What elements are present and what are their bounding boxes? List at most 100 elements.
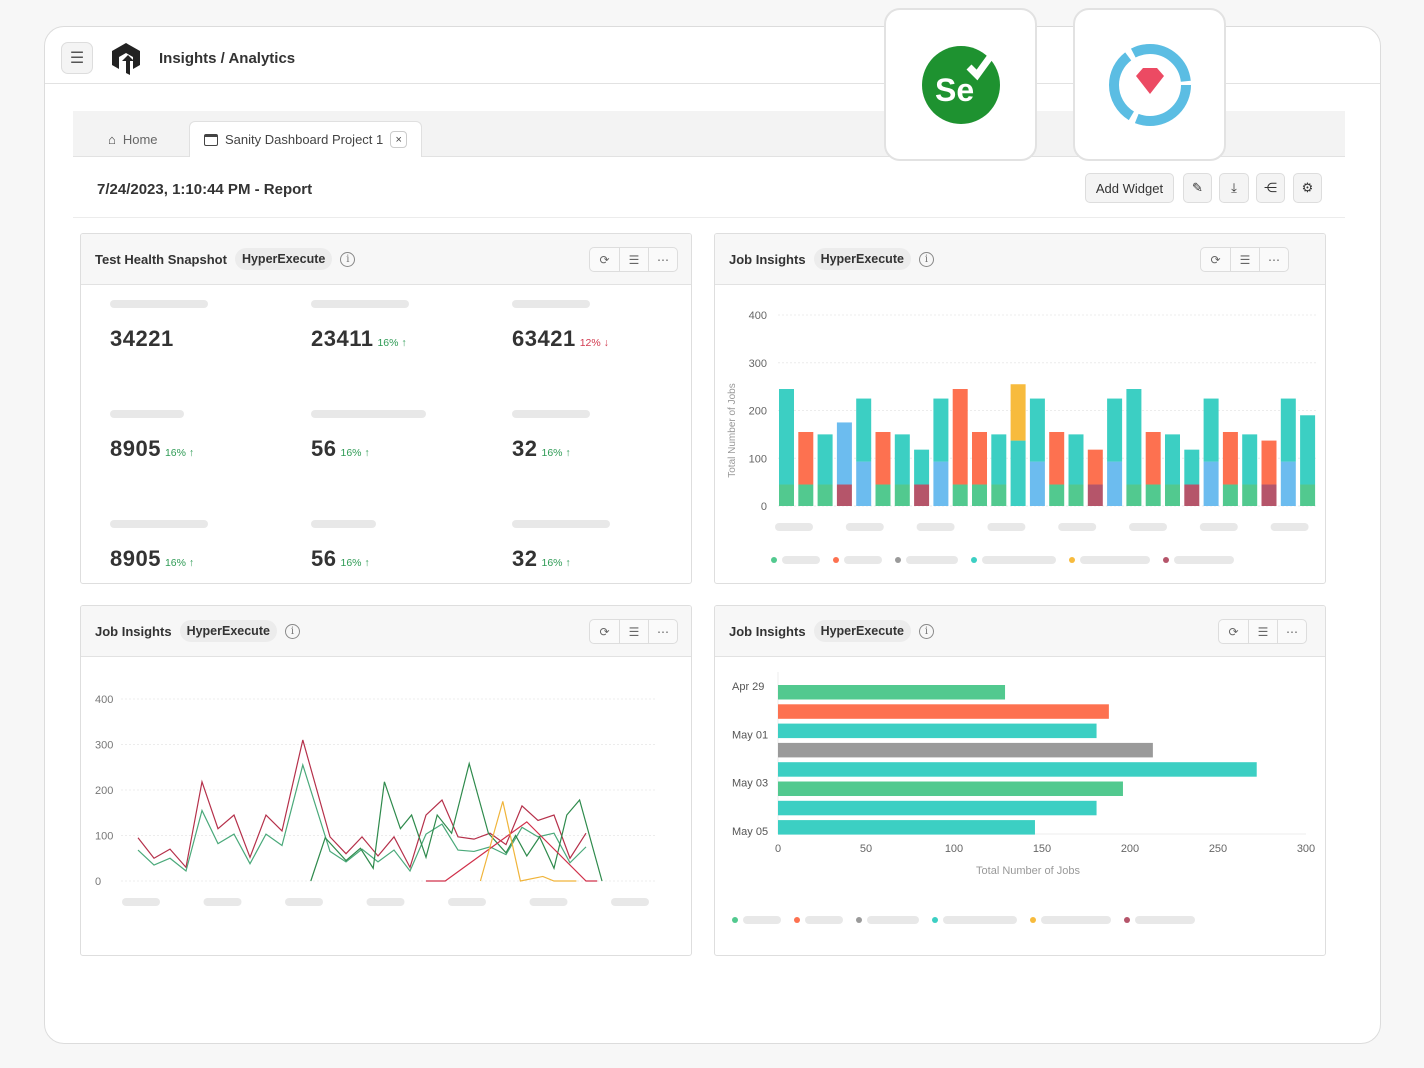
stat-label-placeholder xyxy=(512,520,610,528)
legend-label-placeholder xyxy=(867,916,919,924)
close-tab-button[interactable]: × xyxy=(390,131,408,148)
bar-segment xyxy=(817,434,833,485)
bar-segment xyxy=(856,398,872,462)
widget-title: Job Insights xyxy=(729,251,806,267)
info-icon[interactable]: i xyxy=(340,251,356,267)
legend-dot xyxy=(856,917,862,923)
filter-icon[interactable]: ☰ xyxy=(1230,248,1259,271)
more-icon[interactable]: ⋯ xyxy=(648,248,677,271)
widget-tag: HyperExecute xyxy=(234,248,333,270)
tab-home[interactable]: ⌂ Home xyxy=(108,121,158,157)
test-health-snapshot-widget: Test Health Snapshot HyperExecute i ⟳ ☰ ⋯ … xyxy=(80,233,692,584)
dashboard-icon xyxy=(204,133,218,146)
bar-segment xyxy=(1029,461,1045,506)
stat-number: 63421 xyxy=(512,326,576,351)
refresh-icon[interactable]: ⟳ xyxy=(1210,252,1221,267)
stat-delta: 16% ↑ xyxy=(340,557,370,569)
widget-title: Job Insights xyxy=(95,623,172,639)
bar-segment xyxy=(1203,461,1219,506)
stat-delta: 12% ↓ xyxy=(579,337,609,349)
more-icon[interactable]: ⋯ xyxy=(1277,620,1306,643)
legend-label-placeholder xyxy=(1135,916,1195,924)
bar-segment xyxy=(1087,484,1103,506)
add-widget-button[interactable]: Add Widget xyxy=(1085,173,1174,203)
bar xyxy=(778,800,1097,816)
stat-value: 23411 16% ↑ xyxy=(311,326,407,352)
widget-header: Job Insights HyperExecute i xyxy=(81,606,691,657)
bar-segment xyxy=(1145,484,1161,506)
info-icon[interactable]: i xyxy=(918,251,934,267)
stat-value: 32 16% ↑ xyxy=(512,436,571,462)
menu-button[interactable]: ☰ xyxy=(61,42,93,74)
info-icon[interactable]: i xyxy=(918,623,934,639)
bar-segment xyxy=(1107,461,1123,506)
x-tick-placeholder xyxy=(1199,523,1238,531)
job-insights-line-widget: Job Insights HyperExecute i ⟳ ☰ ⋯ 0 100 200 3… xyxy=(80,605,692,956)
settings-button[interactable]: ⚙ xyxy=(1293,173,1322,203)
legend-label-placeholder xyxy=(1041,916,1111,924)
stat-delta: 16% ↑ xyxy=(541,447,571,459)
bar-segment xyxy=(1049,431,1065,485)
selenium-logo: Se xyxy=(921,45,1000,124)
stat-label-placeholder xyxy=(311,300,409,308)
bar-segment xyxy=(1300,484,1316,506)
info-icon[interactable]: i xyxy=(284,623,300,639)
stat-number: 32 xyxy=(512,436,538,461)
edit-button[interactable]: ✎ xyxy=(1183,173,1212,203)
stat-number: 8905 xyxy=(110,546,161,571)
share-button[interactable]: ⋲ xyxy=(1256,173,1285,203)
bar-segment xyxy=(1300,415,1316,485)
widget-tools: ⟳ ☰ ⋯ xyxy=(1218,619,1307,644)
stat-value: 56 16% ↑ xyxy=(311,436,370,462)
selenium-logo-card: Se xyxy=(884,8,1037,161)
filter-icon[interactable]: ☰ xyxy=(619,248,648,271)
legend-dot xyxy=(932,917,938,923)
widget-tools: ⟳ ☰ ⋯ xyxy=(589,247,678,272)
series-line xyxy=(137,762,587,873)
refresh-icon[interactable]: ⟳ xyxy=(1228,624,1239,639)
more-icon[interactable]: ⋯ xyxy=(648,620,677,643)
more-icon[interactable]: ⋯ xyxy=(1259,248,1288,271)
stat-value: 8905 16% ↑ xyxy=(110,546,194,572)
refresh-icon[interactable]: ⟳ xyxy=(599,252,610,267)
bar-segment xyxy=(1261,440,1277,485)
ruby-logo-card xyxy=(1073,8,1226,161)
stat-number: 23411 xyxy=(311,326,374,351)
y-tick-label: 300 xyxy=(95,740,113,752)
bar-segment xyxy=(1068,434,1084,485)
legend-dot xyxy=(1069,557,1075,563)
bar-segment xyxy=(798,484,814,506)
widget-tag: HyperExecute xyxy=(179,620,277,642)
bar-segment xyxy=(779,484,794,506)
x-tick-placeholder xyxy=(448,898,486,906)
bar-segment xyxy=(798,431,814,485)
report-title: 7/24/2023, 1:10:44 PM - Report xyxy=(97,181,313,198)
gear-icon: ⚙ xyxy=(1301,180,1314,195)
refresh-icon[interactable]: ⟳ xyxy=(599,624,610,639)
y-tick-label: May 03 xyxy=(732,778,768,790)
filter-icon[interactable]: ☰ xyxy=(619,620,648,643)
legend-dot xyxy=(1163,557,1169,563)
bar-segment xyxy=(1049,484,1065,506)
tab-sanity-dashboard[interactable]: Sanity Dashboard Project 1 × xyxy=(189,121,423,157)
y-tick-label: 300 xyxy=(749,358,767,370)
bar-segment xyxy=(779,389,794,485)
bar-segment xyxy=(1242,484,1258,506)
legend-label-placeholder xyxy=(1080,556,1150,564)
legend-label-placeholder xyxy=(743,916,781,924)
bar-segment xyxy=(991,434,1007,485)
x-tick-placeholder xyxy=(366,898,405,906)
ruby-logo xyxy=(1108,43,1191,126)
stat-number: 32 xyxy=(512,546,538,571)
bar-segment xyxy=(1165,434,1180,485)
filter-icon[interactable]: ☰ xyxy=(1248,620,1277,643)
stat-value: 34221 xyxy=(110,326,174,352)
x-tick-placeholder xyxy=(285,898,323,906)
download-button[interactable]: ⤓ xyxy=(1219,173,1249,203)
stat-delta: 16% ↑ xyxy=(164,447,195,459)
bar-segment xyxy=(1222,484,1238,506)
x-tick-placeholder xyxy=(203,898,242,906)
stat-delta: 16% ↑ xyxy=(377,337,407,349)
bar-segment xyxy=(1280,398,1296,462)
bar-segment xyxy=(1145,431,1161,485)
